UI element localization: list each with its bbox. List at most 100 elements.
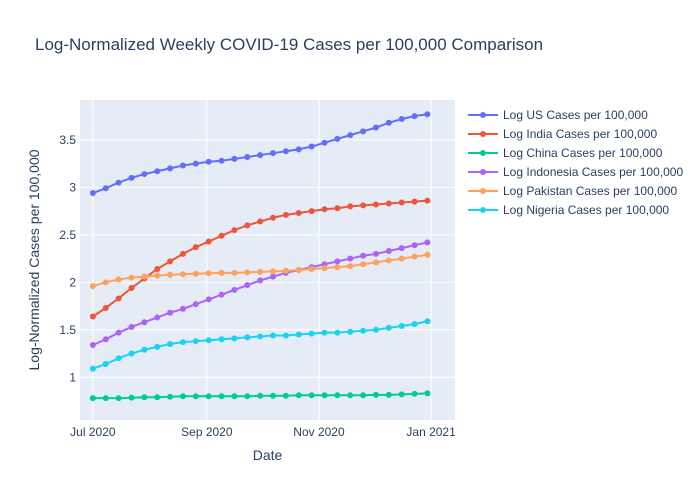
data-point [205, 270, 212, 277]
legend-label: Log China Cases per 100,000 [503, 146, 663, 160]
y-axis-title: Log-Normalized Cases per 100,000 [26, 149, 42, 370]
data-point [89, 395, 96, 402]
data-point [218, 232, 225, 239]
data-point [231, 335, 238, 342]
legend-swatch-marker [480, 131, 486, 137]
data-point [424, 318, 431, 325]
data-point [205, 393, 212, 400]
data-point [102, 395, 109, 402]
data-point [282, 332, 289, 339]
data-point [270, 214, 277, 221]
legend-label: Log Indonesia Cases per 100,000 [503, 165, 683, 179]
data-point [257, 333, 264, 340]
data-point [167, 165, 174, 172]
data-point [424, 111, 431, 118]
data-point [231, 286, 238, 293]
y-tick-label: 1.5 [59, 323, 76, 337]
data-point [115, 295, 122, 302]
data-point [270, 150, 277, 157]
data-point [128, 274, 135, 281]
data-point [257, 392, 264, 399]
data-point [334, 264, 341, 271]
data-point [334, 392, 341, 399]
data-point [308, 143, 315, 150]
data-point [411, 253, 418, 260]
data-point [102, 185, 109, 192]
data-point [295, 331, 302, 338]
data-point [205, 158, 212, 165]
data-point [154, 272, 161, 279]
data-point [385, 200, 392, 207]
data-point [244, 282, 251, 289]
data-point [205, 296, 212, 303]
data-point [308, 266, 315, 273]
data-point [231, 155, 238, 162]
data-point [385, 324, 392, 331]
data-point [372, 124, 379, 131]
data-point [257, 152, 264, 159]
data-point [154, 266, 161, 273]
data-point [372, 259, 379, 266]
data-point [192, 338, 199, 345]
data-point [282, 267, 289, 274]
data-point [218, 157, 225, 164]
data-point [308, 330, 315, 337]
data-point [257, 218, 264, 225]
legend-label: Log US Cases per 100,000 [503, 108, 648, 122]
data-point [154, 168, 161, 175]
legend-swatch-marker [480, 169, 486, 175]
data-point [385, 119, 392, 126]
data-point [102, 279, 109, 286]
series-5 [89, 318, 431, 372]
legend-label: Log Pakistan Cases per 100,000 [503, 184, 677, 198]
x-tick-label: Nov 2020 [293, 425, 345, 439]
data-point [360, 392, 367, 399]
data-point [385, 247, 392, 254]
data-point [179, 339, 186, 346]
data-point [192, 244, 199, 251]
legend-label: Log India Cases per 100,000 [503, 127, 657, 141]
data-point [192, 270, 199, 277]
data-point [141, 346, 148, 353]
data-point [424, 239, 431, 246]
data-point [192, 393, 199, 400]
data-point [192, 160, 199, 167]
data-point [167, 341, 174, 348]
data-point [89, 341, 96, 348]
data-point [218, 269, 225, 276]
data-point [398, 199, 405, 206]
legend-item: Log China Cases per 100,000 [468, 146, 663, 160]
x-axis-title: Date [253, 447, 283, 463]
legend-item: Log Pakistan Cases per 100,000 [468, 184, 677, 198]
data-point [321, 139, 328, 146]
data-point [257, 277, 264, 284]
data-point [89, 283, 96, 290]
data-point [218, 393, 225, 400]
data-point [115, 355, 122, 362]
data-point [128, 174, 135, 181]
data-point [231, 227, 238, 234]
data-point [424, 251, 431, 258]
data-point [334, 258, 341, 265]
data-point [270, 392, 277, 399]
data-point [192, 301, 199, 308]
data-point [244, 222, 251, 229]
data-point [218, 291, 225, 298]
data-point [385, 257, 392, 264]
series-0 [89, 111, 431, 197]
legend-item: Log Nigeria Cases per 100,000 [468, 203, 669, 217]
data-point [398, 255, 405, 262]
y-tick-label: 3 [69, 180, 76, 194]
data-point [141, 319, 148, 326]
data-point [334, 135, 341, 142]
data-point [141, 394, 148, 401]
y-tick-label: 2.5 [59, 228, 76, 242]
data-point [167, 271, 174, 278]
data-point [347, 255, 354, 262]
data-point [141, 273, 148, 280]
data-point [270, 268, 277, 275]
data-point [282, 392, 289, 399]
data-point [321, 329, 328, 336]
y-tick-label: 1 [69, 370, 76, 384]
